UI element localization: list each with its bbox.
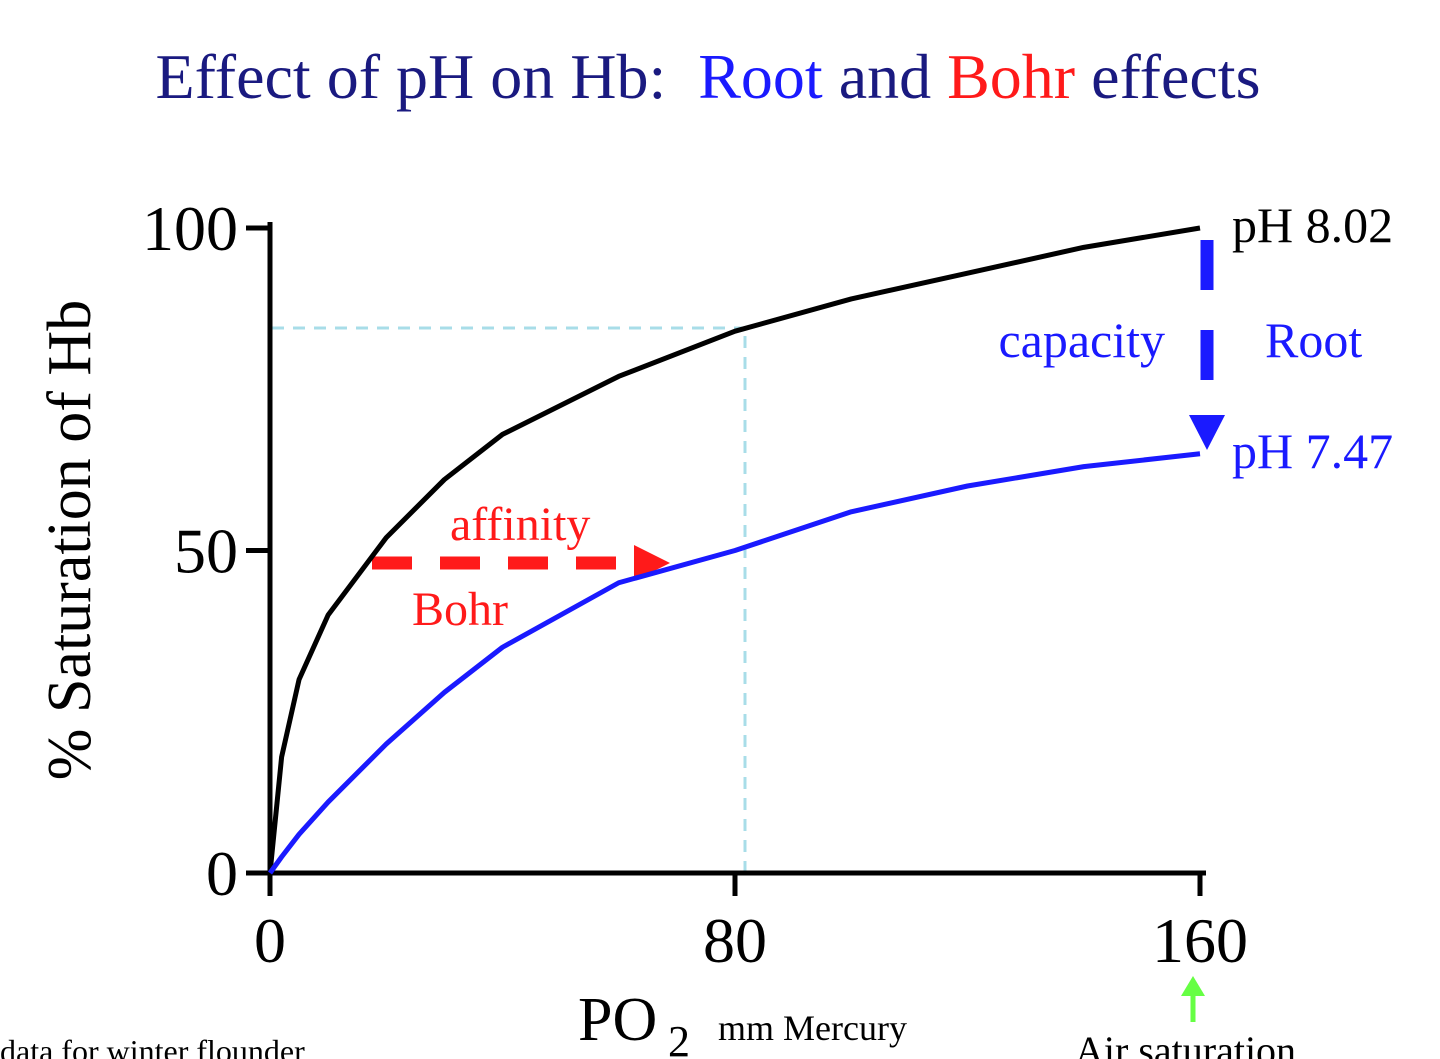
- series-line: [267, 451, 1201, 875]
- series-line: [267, 225, 1201, 874]
- chart-title: Effect of pH on Hb: Root and Bohr effect…: [156, 41, 1261, 112]
- air-saturation-label: Air saturation: [1075, 1028, 1296, 1059]
- source-note: data for winter flounder: [0, 1033, 305, 1059]
- capacity-label: capacity: [998, 312, 1165, 368]
- title-segment: effects: [1075, 41, 1260, 112]
- title-segment: Bohr: [947, 41, 1075, 112]
- bohr-label: Bohr: [412, 583, 508, 636]
- affinity-label: affinity: [450, 498, 590, 551]
- x-axis-label-subscript: 2: [668, 1017, 690, 1059]
- x-axis-label: PO: [578, 986, 657, 1054]
- title-segment: Effect of pH on Hb:: [156, 41, 699, 112]
- x-tick-label: 160: [1152, 905, 1248, 976]
- series-label: pH 7.47: [1232, 423, 1393, 479]
- x-tick-label: 80: [703, 905, 767, 976]
- x-axis-units: mm Mercury: [718, 1008, 907, 1048]
- title-segment: Root: [698, 41, 823, 112]
- root-label: Root: [1265, 312, 1362, 368]
- series-label: pH 8.02: [1232, 197, 1393, 253]
- root-arrowhead: [1189, 415, 1225, 450]
- y-tick-label: 50: [174, 516, 238, 587]
- y-tick-label: 0: [206, 838, 238, 909]
- y-tick-label: 100: [142, 193, 238, 264]
- title-segment: and: [823, 41, 947, 112]
- y-axis-label: % Saturation of Hb: [36, 300, 104, 780]
- x-tick-label: 0: [254, 905, 286, 976]
- air-saturation-arrowhead: [1181, 976, 1205, 996]
- bohr-arrowhead: [634, 545, 670, 581]
